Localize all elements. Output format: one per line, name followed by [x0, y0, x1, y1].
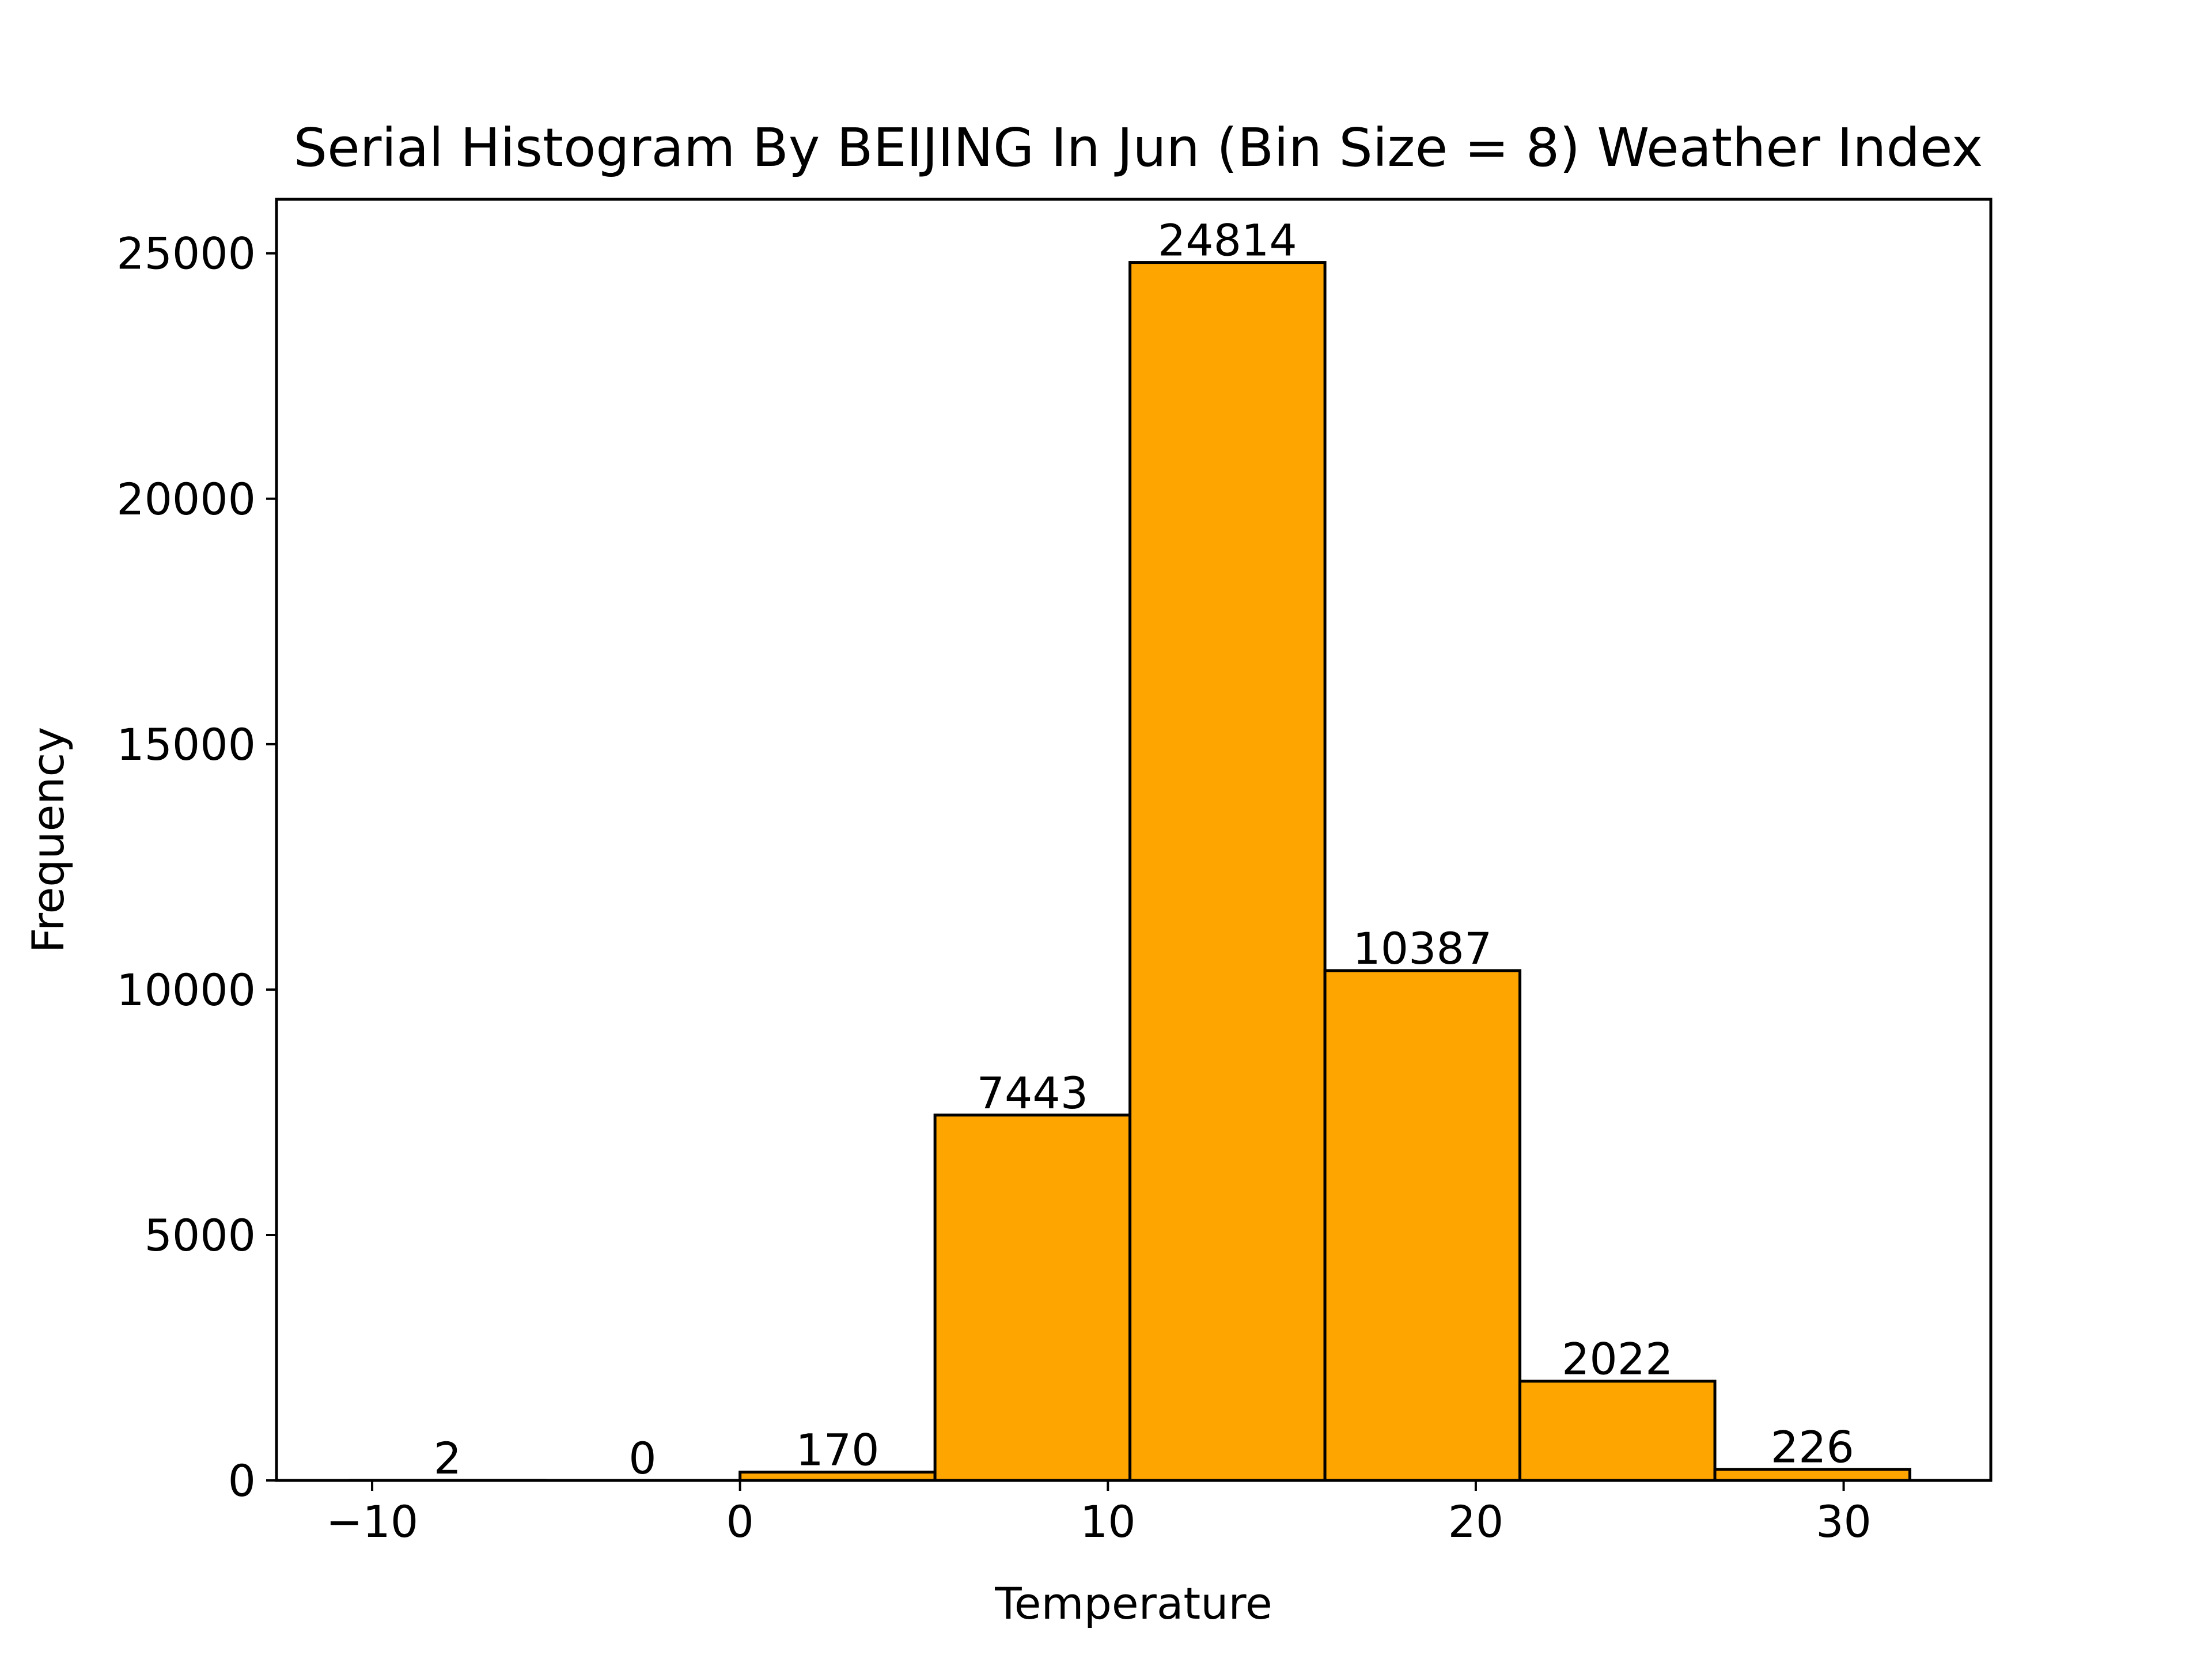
x-tick-label: 10: [1080, 1496, 1136, 1547]
bar-value-label: 170: [796, 1425, 879, 1476]
bar-value-label: 2022: [1562, 1334, 1673, 1385]
y-tick-label: 20000: [116, 474, 256, 525]
chart-title: Serial Histogram By BEIJING In Jun (Bin …: [294, 117, 1983, 179]
x-tick-label: 0: [726, 1496, 753, 1547]
y-tick-label: 15000: [116, 719, 256, 770]
bars-layer: [349, 261, 1912, 1482]
bar-value-label: 10387: [1353, 923, 1492, 974]
bar-value-label: 0: [628, 1433, 656, 1484]
bar-labels-layer: 2 0 170 7443 24814 10387 2022 226: [434, 215, 1854, 1484]
histogram-bar: [1128, 261, 1327, 1482]
y-tick-label: 5000: [145, 1210, 256, 1261]
y-tick-label: 25000: [116, 228, 256, 279]
x-axis-label: Temperature: [994, 1578, 1272, 1629]
x-tick-label: −10: [326, 1496, 418, 1547]
x-tick-label: 20: [1448, 1496, 1504, 1547]
x-axis: −10 0 10 20 30: [326, 1480, 1872, 1547]
bar-value-label: 7443: [977, 1067, 1088, 1119]
y-tick-label: 10000: [116, 964, 256, 1016]
bar-value-label: 226: [1771, 1422, 1854, 1473]
histogram-bar: [1323, 969, 1522, 1482]
x-tick-label: 30: [1816, 1496, 1872, 1547]
y-axis-label: Frequency: [22, 727, 74, 953]
bar-value-label: 2: [434, 1433, 461, 1484]
histogram-bar: [933, 1113, 1132, 1482]
histogram-bar: [1518, 1380, 1717, 1482]
plot-area-frame: [275, 198, 1993, 1482]
bar-value-label: 24814: [1158, 215, 1297, 266]
y-tick-label: 0: [228, 1455, 256, 1506]
y-axis: 0 5000 10000 15000 20000 25000: [116, 228, 276, 1506]
